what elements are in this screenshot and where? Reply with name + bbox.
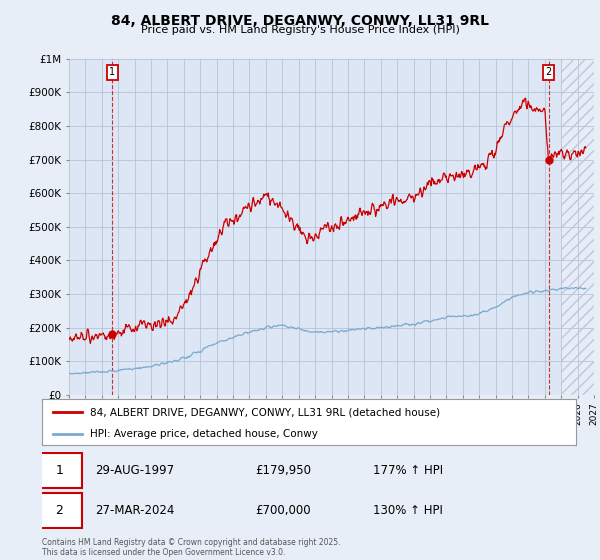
Text: Price paid vs. HM Land Registry's House Price Index (HPI): Price paid vs. HM Land Registry's House …	[140, 25, 460, 35]
Text: 1: 1	[55, 464, 63, 478]
Text: HPI: Average price, detached house, Conwy: HPI: Average price, detached house, Conw…	[90, 429, 318, 438]
Text: 130% ↑ HPI: 130% ↑ HPI	[373, 503, 443, 517]
Text: Contains HM Land Registry data © Crown copyright and database right 2025.
This d: Contains HM Land Registry data © Crown c…	[42, 538, 341, 557]
Text: 2: 2	[545, 67, 551, 77]
Text: 29-AUG-1997: 29-AUG-1997	[95, 464, 175, 478]
Text: 84, ALBERT DRIVE, DEGANWY, CONWY, LL31 9RL (detached house): 84, ALBERT DRIVE, DEGANWY, CONWY, LL31 9…	[90, 407, 440, 417]
Text: 2: 2	[55, 503, 63, 517]
Text: 177% ↑ HPI: 177% ↑ HPI	[373, 464, 443, 478]
FancyBboxPatch shape	[37, 493, 82, 528]
FancyBboxPatch shape	[37, 454, 82, 488]
Text: £700,000: £700,000	[256, 503, 311, 517]
Text: 84, ALBERT DRIVE, DEGANWY, CONWY, LL31 9RL: 84, ALBERT DRIVE, DEGANWY, CONWY, LL31 9…	[111, 14, 489, 28]
Text: £179,950: £179,950	[256, 464, 311, 478]
Text: 27-MAR-2024: 27-MAR-2024	[95, 503, 175, 517]
Text: 1: 1	[109, 67, 116, 77]
